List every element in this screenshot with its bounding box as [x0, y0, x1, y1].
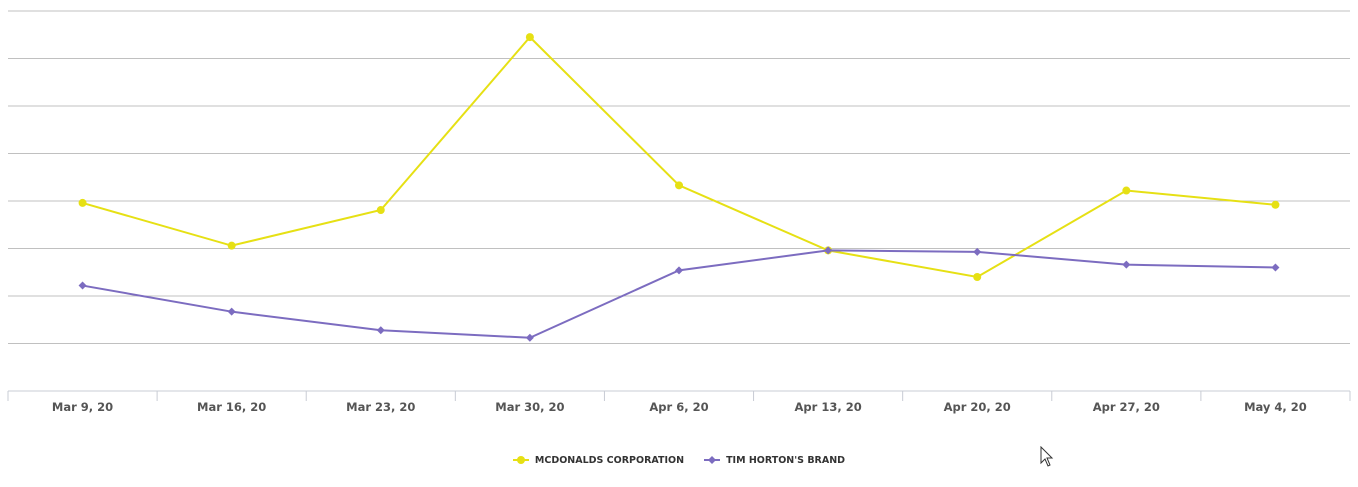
data-point [1271, 200, 1280, 209]
legend: MCDONALDS CORPORATION TIM HORTON'S BRAND [0, 452, 1358, 468]
data-point [525, 333, 534, 342]
series-1 [78, 33, 1280, 281]
series-line [82, 35, 1276, 279]
x-tick-label: Mar 16, 20 [197, 400, 266, 414]
data-point [525, 33, 534, 42]
legend-label: MCDONALDS CORPORATION [534, 454, 685, 466]
x-tick-label: Apr 20, 20 [944, 400, 1011, 414]
legend-label: TIM HORTON'S BRAND [726, 454, 846, 466]
data-point [675, 181, 683, 190]
data-point [78, 281, 87, 290]
x-tick-label: May 4, 20 [1244, 400, 1307, 414]
data-point [376, 326, 385, 335]
data-point [78, 198, 87, 207]
data-point [227, 307, 236, 316]
data-point [824, 246, 833, 255]
data-point [227, 241, 236, 250]
legend-item[interactable]: TIM HORTON'S BRAND [704, 452, 845, 468]
data-point [973, 247, 982, 256]
series-layer [78, 33, 1280, 342]
circle-marker-icon [512, 456, 529, 464]
data-point [973, 273, 982, 281]
x-tick-label: Apr 6, 20 [649, 400, 708, 414]
x-tick-label: Mar 23, 20 [346, 400, 415, 414]
series-line [82, 249, 1276, 339]
data-point [376, 206, 385, 215]
grid-lines [8, 10, 1350, 392]
data-point [1122, 186, 1131, 195]
mouse-cursor-icon [1040, 446, 1054, 467]
x-tick-label: Mar 30, 20 [495, 400, 564, 414]
series-2 [78, 246, 1280, 342]
diamond-marker-icon [704, 456, 721, 464]
data-point [675, 266, 683, 275]
x-tick-label: Apr 13, 20 [795, 400, 862, 414]
x-tick-label: Apr 27, 20 [1093, 400, 1160, 414]
x-axis: Mar 9, 20 Mar 16, 20 Mar 23, 20 Mar 30, 20 A… [7, 391, 1351, 414]
line-chart: Mar 9, 20 Mar 16, 20 Mar 23, 20 Mar 30, 20 A… [7, 10, 1351, 414]
legend-item[interactable]: MCDONALDS CORPORATION [512, 452, 685, 468]
data-point [1122, 260, 1131, 269]
data-point [1271, 263, 1280, 272]
x-tick-label: Mar 9, 20 [52, 400, 113, 414]
